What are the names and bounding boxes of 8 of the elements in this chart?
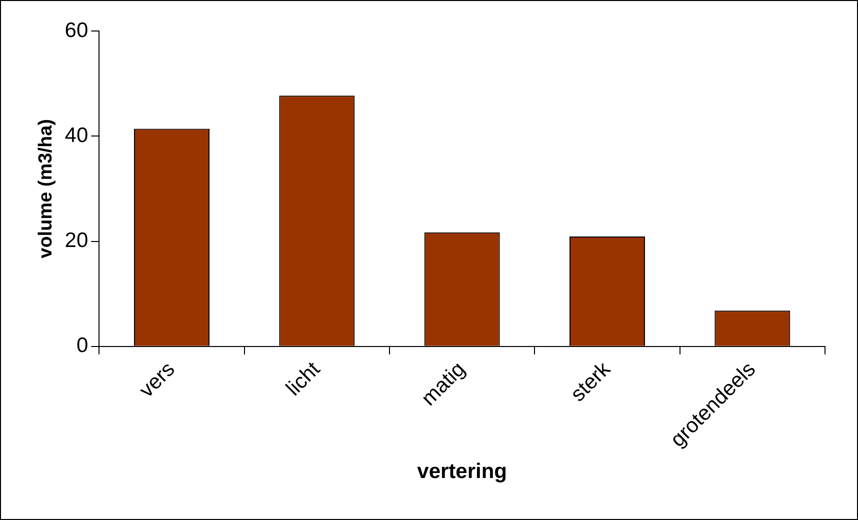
x-tick-label: licht [282,358,325,400]
x-axis-title: vertering [417,460,508,484]
y-tick-label: 40 [64,124,88,147]
x-tick-label: vers [135,358,180,402]
y-tick-label: 20 [64,229,88,252]
y-tick-label: 60 [64,18,88,42]
y-axis-title: volume (m3/ha) [36,119,57,258]
y-tick-label: 0 [76,334,88,358]
